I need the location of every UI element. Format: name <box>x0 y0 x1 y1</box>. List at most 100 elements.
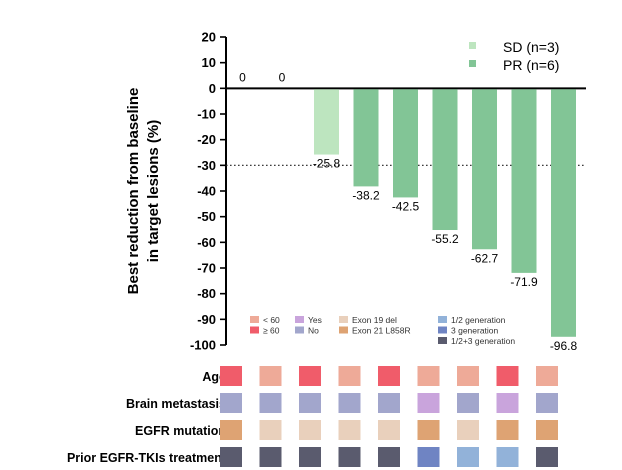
y-tick-label: -40 <box>197 184 216 199</box>
legend-swatch-pr <box>469 60 476 67</box>
annotation-cell <box>496 420 519 440</box>
annotation-legend-swatch <box>339 326 348 334</box>
bar-value-label: -55.2 <box>431 232 459 246</box>
y-tick-label: -30 <box>197 158 216 173</box>
annotation-cell <box>259 366 282 386</box>
annotation-cell <box>299 393 321 413</box>
y-tick-label: 0 <box>209 81 216 96</box>
annotation-cell <box>338 393 361 413</box>
y-tick-label: -10 <box>197 107 216 122</box>
annotation-cell <box>220 447 242 467</box>
annotation-cell <box>457 393 479 413</box>
annotation-cell <box>417 366 440 386</box>
annotation-cell <box>259 393 282 413</box>
bar-value-label: -38.2 <box>352 188 380 202</box>
annotation-cell <box>536 366 558 386</box>
y-axis: 20 10 0 -10 -20 -30 -40 -50 -60 -70 -80 -90 -100 <box>190 30 586 353</box>
annotation-cell <box>536 447 558 467</box>
annotation-legend-swatch <box>438 326 447 334</box>
annotation-legend-swatch <box>438 316 447 323</box>
annotation-legend-swatch <box>339 316 348 323</box>
bar-value-label: -42.5 <box>392 199 420 213</box>
annotation-cell <box>417 447 440 467</box>
annotation-legend-label: Exon 21 L858R <box>352 326 411 336</box>
annotation-cell <box>338 420 361 440</box>
y-tick-label: -60 <box>197 235 216 250</box>
bars: 0 0 -25.8 -38.2 -42.5 -55.2 -62.7 -71.9 -96.8 <box>239 70 577 352</box>
annotation-row-label: Brain metastasis <box>126 397 226 411</box>
legend-label-pr: PR (n=6) <box>503 57 559 73</box>
annotation-legend-swatch <box>250 316 259 323</box>
annotation-legend-label: Yes <box>308 315 322 325</box>
annotation-legend-swatch <box>250 326 259 334</box>
bar-patient-3 <box>314 89 339 155</box>
y-tick-label: -80 <box>197 286 216 301</box>
bar-value-label: 0 <box>239 70 246 84</box>
annotation-cell <box>417 420 440 440</box>
y-axis-title: Best reduction from baseline in target le… <box>125 88 162 295</box>
bar-patient-8 <box>511 89 537 273</box>
bar-value-label: -71.9 <box>510 275 538 289</box>
annotation-cell <box>220 366 242 386</box>
annotation-legend-label: 1/2 generation <box>451 315 506 325</box>
annotation-cell <box>496 366 519 386</box>
annotation-cell <box>299 366 321 386</box>
annotation-cell <box>496 393 519 413</box>
bar-patient-7 <box>472 89 497 250</box>
annotation-cell <box>496 447 519 467</box>
annotation-cell <box>378 393 400 413</box>
annotation-row-label: EGFR mutation <box>135 424 226 438</box>
legend-label-sd: SD (n=3) <box>503 39 559 55</box>
annotation-legend-swatch <box>438 337 447 344</box>
bar-value-label: -62.7 <box>471 251 499 265</box>
y-tick-label: 20 <box>202 30 216 45</box>
response-legend: SD (n=3) PR (n=6) <box>469 39 559 73</box>
y-tick-label: -100 <box>190 338 216 353</box>
annotation-cell <box>259 420 282 440</box>
annotation-legend-label: Exon 19 del <box>352 315 397 325</box>
annotation-cell <box>457 366 479 386</box>
annotation-cell <box>536 420 558 440</box>
annotation-cell <box>220 393 242 413</box>
y-axis-title-line: in target lesions (%) <box>145 120 162 263</box>
bar-patient-9 <box>551 89 576 337</box>
y-tick-label: -70 <box>197 261 216 276</box>
annotation-cell <box>220 420 242 440</box>
annotation-cell <box>378 447 400 467</box>
bar-value-label: -96.8 <box>550 339 578 353</box>
bar-patient-5 <box>393 89 418 198</box>
annotation-cell <box>457 447 479 467</box>
annotation-legend-label: ≥ 60 <box>263 326 280 336</box>
annotation-row-label: Prior EGFR-TKIs treatment <box>67 451 227 465</box>
bar-value-label: 0 <box>279 70 286 84</box>
annotation-legend-label: No <box>308 326 319 336</box>
bar-value-label: -25.8 <box>313 157 341 171</box>
annotation-cell <box>457 420 479 440</box>
legend-swatch-sd <box>469 42 476 49</box>
annotation-legend-label: 1/2+3 generation <box>451 336 515 346</box>
annotation-legend-swatch <box>295 316 304 323</box>
y-axis-title-text: Best reduction from baseline in target le… <box>125 88 162 295</box>
annotation-legend-swatch <box>295 326 304 334</box>
annotation-cell <box>299 447 321 467</box>
y-tick-label: -50 <box>197 209 216 224</box>
annotation-cell <box>378 366 400 386</box>
annotation-cell <box>417 393 440 413</box>
annotation-legend-label: < 60 <box>263 315 280 325</box>
y-axis-title-line: Best reduction from baseline <box>125 88 142 295</box>
bar-patient-6 <box>432 89 458 231</box>
annotation-cell <box>338 447 361 467</box>
annotation-cell <box>259 447 282 467</box>
y-tick-label: 10 <box>202 55 216 70</box>
annotation-cell <box>299 420 321 440</box>
annotation-cell <box>378 420 400 440</box>
annotation-cell <box>536 393 558 413</box>
y-tick-label: -90 <box>197 312 216 327</box>
bar-patient-4 <box>353 89 379 187</box>
annotation-cell <box>338 366 361 386</box>
annotation-legend-label: 3 generation <box>451 326 499 336</box>
y-tick-label: -20 <box>197 132 216 147</box>
